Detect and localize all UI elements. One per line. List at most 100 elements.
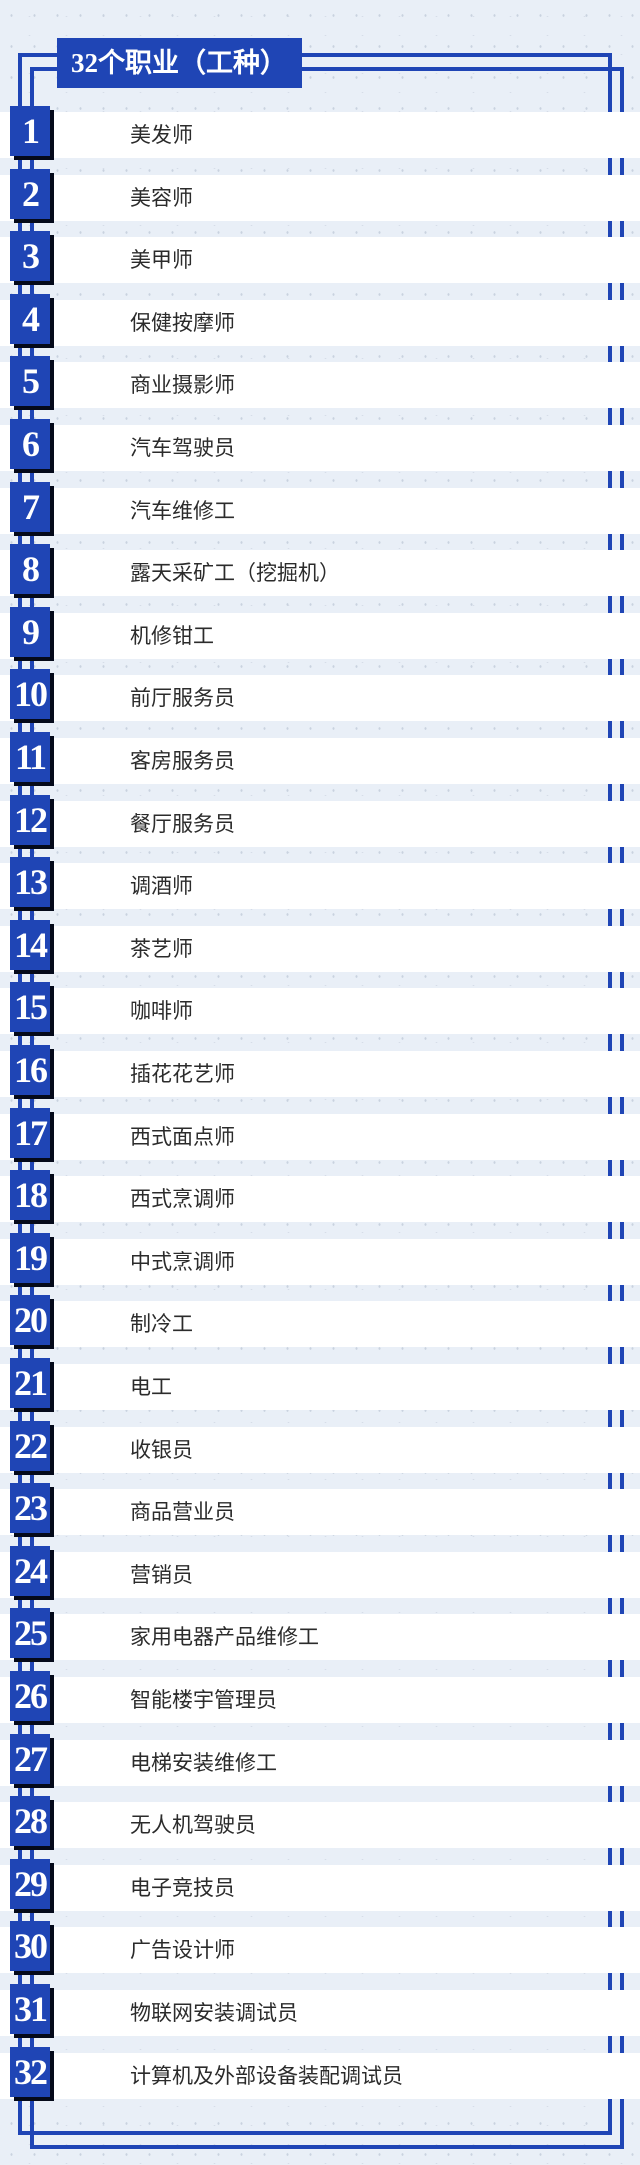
list-item: 9 机修钳工 (0, 606, 640, 659)
occupation-label: 无人机驾驶员 (130, 1813, 256, 1838)
occupation-label: 西式烹调师 (130, 1187, 235, 1212)
number-badge: 8 (10, 544, 50, 595)
list-item: 21 电工 (0, 1358, 640, 1410)
number-badge: 3 (10, 231, 50, 282)
page-title: 32个职业（工种） (57, 38, 302, 88)
number-badge: 26 (10, 1671, 50, 1721)
occupation-label: 前厅服务员 (130, 686, 235, 711)
list-item: 28 无人机驾驶员 (0, 1796, 640, 1849)
list-item: 15 咖啡师 (0, 982, 640, 1035)
occupation-label: 餐厅服务员 (130, 811, 235, 836)
number-badge: 20 (10, 1295, 50, 1346)
occupation-label: 保健按摩师 (130, 310, 235, 335)
occupation-label: 美甲师 (130, 248, 193, 273)
number-badge: 29 (10, 1858, 50, 1909)
number-badge: 10 (10, 669, 50, 720)
occupation-label: 电梯安装维修工 (130, 1750, 277, 1775)
occupation-label: 物联网安装调试员 (130, 2001, 298, 2025)
occupation-label: 客房服务员 (130, 749, 235, 773)
list-item: 12 餐厅服务员 (0, 794, 640, 847)
number-badge: 2 (10, 168, 50, 219)
number-badge: 11 (10, 732, 50, 782)
frame-inner-top (30, 67, 624, 71)
number-badge: 30 (10, 1921, 50, 1972)
list-item: 2 美容师 (0, 168, 640, 221)
occupation-label: 插花花艺师 (130, 1062, 235, 1086)
frame-inner-right (620, 67, 624, 2149)
number-badge: 1 (10, 106, 50, 156)
list-item: 16 插花花艺师 (0, 1045, 640, 1097)
list-item: 30 广告设计师 (0, 1921, 640, 1974)
list-item: 26 智能楼宇管理员 (0, 1671, 640, 1723)
list-item: 3 美甲师 (0, 231, 640, 284)
occupation-label: 收银员 (130, 1437, 193, 1462)
occupation-label: 电子竞技员 (130, 1875, 235, 1900)
occupation-label: 机修钳工 (130, 623, 214, 648)
occupation-label: 汽车维修工 (130, 498, 235, 523)
occupation-label: 制冷工 (130, 1312, 193, 1337)
list-item: 19 中式烹调师 (0, 1232, 640, 1285)
occupation-label: 电工 (130, 1375, 172, 1399)
frame-outer-bottom (18, 2131, 612, 2135)
list-item: 8 露天采矿工（挖掘机） (0, 544, 640, 597)
number-badge: 12 (10, 794, 50, 845)
frame-outer-top (18, 53, 612, 57)
occupation-label: 调酒师 (130, 874, 193, 899)
list-item: 6 汽车驾驶员 (0, 419, 640, 471)
number-badge: 23 (10, 1483, 50, 1534)
list-item: 25 家用电器产品维修工 (0, 1608, 640, 1661)
list-item: 24 营销员 (0, 1545, 640, 1598)
list-item: 5 商业摄影师 (0, 356, 640, 409)
number-badge: 5 (10, 356, 50, 407)
list-item: 27 电梯安装维修工 (0, 1733, 640, 1786)
number-badge: 15 (10, 982, 50, 1033)
occupation-label: 计算机及外部设备装配调试员 (130, 2063, 403, 2088)
number-badge: 13 (10, 857, 50, 908)
number-badge: 17 (10, 1107, 50, 1158)
list-item: 4 保健按摩师 (0, 293, 640, 346)
occupation-label: 西式面点师 (130, 1124, 235, 1149)
number-badge: 9 (10, 606, 50, 657)
list-item: 20 制冷工 (0, 1295, 640, 1348)
occupation-label: 商业摄影师 (130, 373, 235, 398)
list-item: 32 计算机及外部设备装配调试员 (0, 2046, 640, 2099)
number-badge: 27 (10, 1733, 50, 1784)
occupation-label: 商品营业员 (130, 1500, 235, 1525)
number-badge: 18 (10, 1170, 50, 1221)
list-item: 18 西式烹调师 (0, 1170, 640, 1223)
list-item: 1 美发师 (0, 106, 640, 158)
number-badge: 21 (10, 1358, 50, 1408)
occupation-label: 美容师 (130, 185, 193, 210)
list-item: 22 收银员 (0, 1420, 640, 1473)
list-item: 14 茶艺师 (0, 919, 640, 972)
occupation-label: 中式烹调师 (130, 1249, 235, 1274)
number-badge: 28 (10, 1796, 50, 1847)
occupation-label: 美发师 (130, 123, 193, 147)
number-badge: 24 (10, 1545, 50, 1596)
list-item: 29 电子竞技员 (0, 1858, 640, 1911)
list-item: 31 物联网安装调试员 (0, 1984, 640, 2036)
number-badge: 22 (10, 1420, 50, 1471)
list-item: 13 调酒师 (0, 857, 640, 910)
occupation-label: 家用电器产品维修工 (130, 1625, 319, 1650)
number-badge: 32 (10, 2046, 50, 2097)
occupation-label: 广告设计师 (130, 1938, 235, 1963)
list-item: 11 客房服务员 (0, 732, 640, 784)
list-item: 17 西式面点师 (0, 1107, 640, 1160)
number-badge: 6 (10, 419, 50, 469)
number-badge: 19 (10, 1232, 50, 1283)
number-badge: 25 (10, 1608, 50, 1659)
occupation-label: 汽车驾驶员 (130, 436, 235, 460)
number-badge: 16 (10, 1045, 50, 1095)
occupation-label: 茶艺师 (130, 936, 193, 961)
list-item: 7 汽车维修工 (0, 481, 640, 534)
number-badge: 31 (10, 1984, 50, 2034)
occupation-label: 智能楼宇管理员 (130, 1688, 277, 1712)
occupation-label: 咖啡师 (130, 999, 193, 1024)
list-item: 23 商品营业员 (0, 1483, 640, 1536)
number-badge: 4 (10, 293, 50, 344)
list-item: 10 前厅服务员 (0, 669, 640, 722)
number-badge: 7 (10, 481, 50, 532)
occupation-label: 露天采矿工（挖掘机） (130, 561, 340, 586)
number-badge: 14 (10, 919, 50, 970)
